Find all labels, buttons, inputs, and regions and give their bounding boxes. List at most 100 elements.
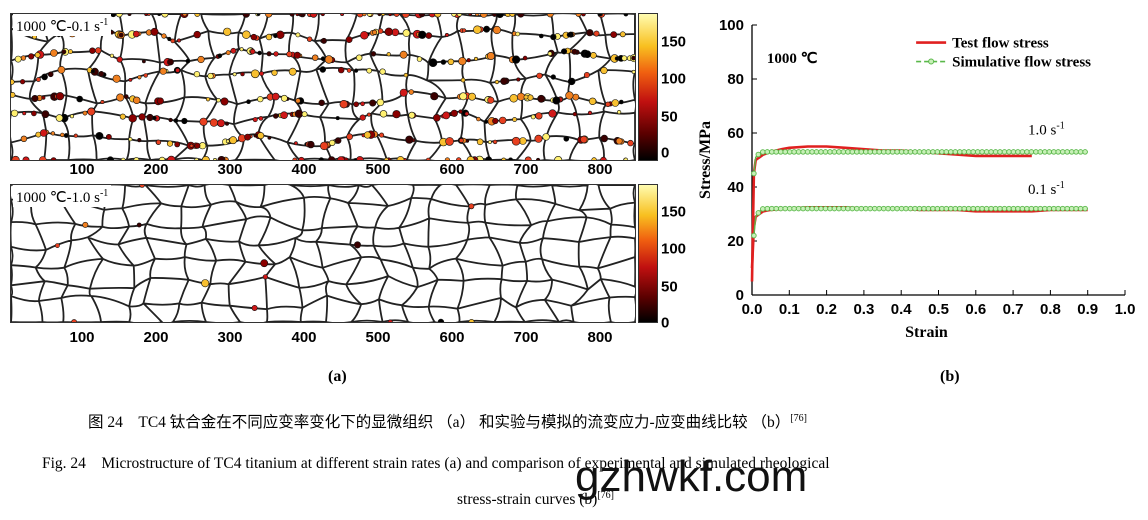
grain-particle — [516, 92, 525, 101]
simulative-point — [1055, 149, 1061, 155]
grain-particle — [450, 109, 458, 117]
simulative-point — [845, 205, 851, 212]
simulative-point — [979, 149, 985, 155]
y-tick-label: 100 — [719, 17, 744, 34]
legend-label-sim: Simulative flow stress — [952, 55, 1091, 71]
x-tick-label: 700 — [513, 161, 539, 178]
simulative-point — [863, 205, 869, 212]
simulative-flow-stress-line — [753, 207, 1088, 236]
grain-particle — [445, 137, 454, 146]
grain-particle — [138, 113, 146, 121]
grain-particle — [271, 69, 278, 76]
simulative-point — [1028, 205, 1035, 212]
grain-particle — [87, 107, 96, 116]
grain-particle — [379, 68, 386, 75]
simulative-point — [769, 149, 775, 155]
grain-particle — [100, 100, 105, 105]
simulative-point — [751, 170, 757, 177]
grain-particle — [362, 14, 367, 17]
grain-particle — [356, 54, 363, 61]
grain-particle — [534, 134, 543, 143]
simulative-point — [809, 149, 815, 155]
grain-particle — [524, 156, 532, 160]
grain-particle — [354, 68, 359, 73]
grain-particle — [257, 132, 265, 140]
grain-particle — [34, 52, 41, 58]
simulative-point — [795, 149, 802, 155]
grain-particle — [437, 318, 445, 322]
microstructure-map-0.1: 1000 ℃-0.1 s-1 — [10, 13, 636, 161]
grain-particle — [369, 99, 377, 107]
grain-particle — [600, 156, 607, 160]
grain-particle — [430, 92, 439, 101]
grain-particle — [271, 92, 280, 101]
grain-particle — [416, 56, 423, 62]
grain-particle — [136, 222, 142, 228]
simulative-point — [769, 205, 775, 212]
panel-label-a: (a) — [328, 368, 347, 385]
simulative-point — [1015, 205, 1021, 212]
simulative-point — [1051, 149, 1057, 155]
simulative-point — [907, 205, 914, 212]
colorbar — [638, 13, 658, 161]
grain-particle — [307, 140, 315, 149]
grain-particle — [273, 51, 279, 57]
grain-particle — [458, 109, 463, 114]
grain-particle — [170, 38, 176, 44]
simulative-point — [983, 205, 990, 212]
grain-particle — [225, 50, 231, 56]
watermark: gzhwkf.com — [575, 452, 808, 501]
simulative-point — [827, 149, 833, 155]
grain-particle — [353, 158, 358, 160]
x-tick-label: 500 — [365, 329, 391, 346]
simulative-point — [979, 205, 985, 212]
grain-particle — [182, 14, 188, 17]
grain-particle — [116, 93, 125, 102]
grain-particle — [631, 69, 635, 74]
grain-particle — [14, 55, 22, 63]
grain-particle — [320, 141, 329, 151]
x-tick-label: 800 — [587, 329, 613, 346]
test-flow-stress-line — [750, 145, 1032, 282]
simulative-point — [1019, 149, 1026, 155]
simulative-point — [1037, 149, 1044, 155]
grain-particle — [132, 96, 141, 105]
grain-particle — [561, 48, 568, 55]
simulative-point — [916, 205, 923, 212]
grain-particle — [483, 119, 488, 124]
simulative-point — [974, 205, 981, 212]
grain-particle — [94, 47, 102, 54]
grain-particle — [552, 96, 561, 105]
grain-particle — [127, 14, 132, 16]
grain-particle — [207, 72, 214, 80]
grain-particle — [120, 157, 126, 160]
grain-particle — [621, 55, 628, 62]
grain-particle — [39, 156, 47, 160]
grain-particle — [262, 274, 268, 280]
grain-particle — [71, 319, 77, 322]
grain-particle — [456, 157, 462, 160]
grain-particle — [50, 49, 58, 57]
grain-particle — [112, 74, 121, 83]
grain-particle — [402, 29, 411, 37]
grain-particle — [292, 157, 298, 160]
grain-particle — [440, 59, 447, 65]
grain-particle — [298, 156, 305, 160]
colorbar-tick: 100 — [661, 240, 687, 258]
grain-particle — [11, 92, 16, 98]
simulative-point — [854, 205, 860, 212]
grain-particle — [527, 94, 534, 101]
grain-particle — [161, 33, 167, 39]
grain-particle — [116, 14, 123, 18]
caption-en-line1: Fig. 24 Microstructure of TC4 titanium a… — [42, 455, 830, 472]
x-tick-label: 800 — [587, 161, 613, 178]
grain-particle — [583, 71, 590, 78]
grain-particle — [63, 133, 69, 138]
grain-particle — [586, 29, 594, 37]
grain-particle — [253, 133, 258, 138]
simulative-point — [939, 149, 945, 155]
grain-particle — [60, 132, 65, 138]
grain-particle — [337, 156, 345, 160]
grain-particle — [320, 56, 326, 62]
grain-particle — [76, 95, 83, 103]
